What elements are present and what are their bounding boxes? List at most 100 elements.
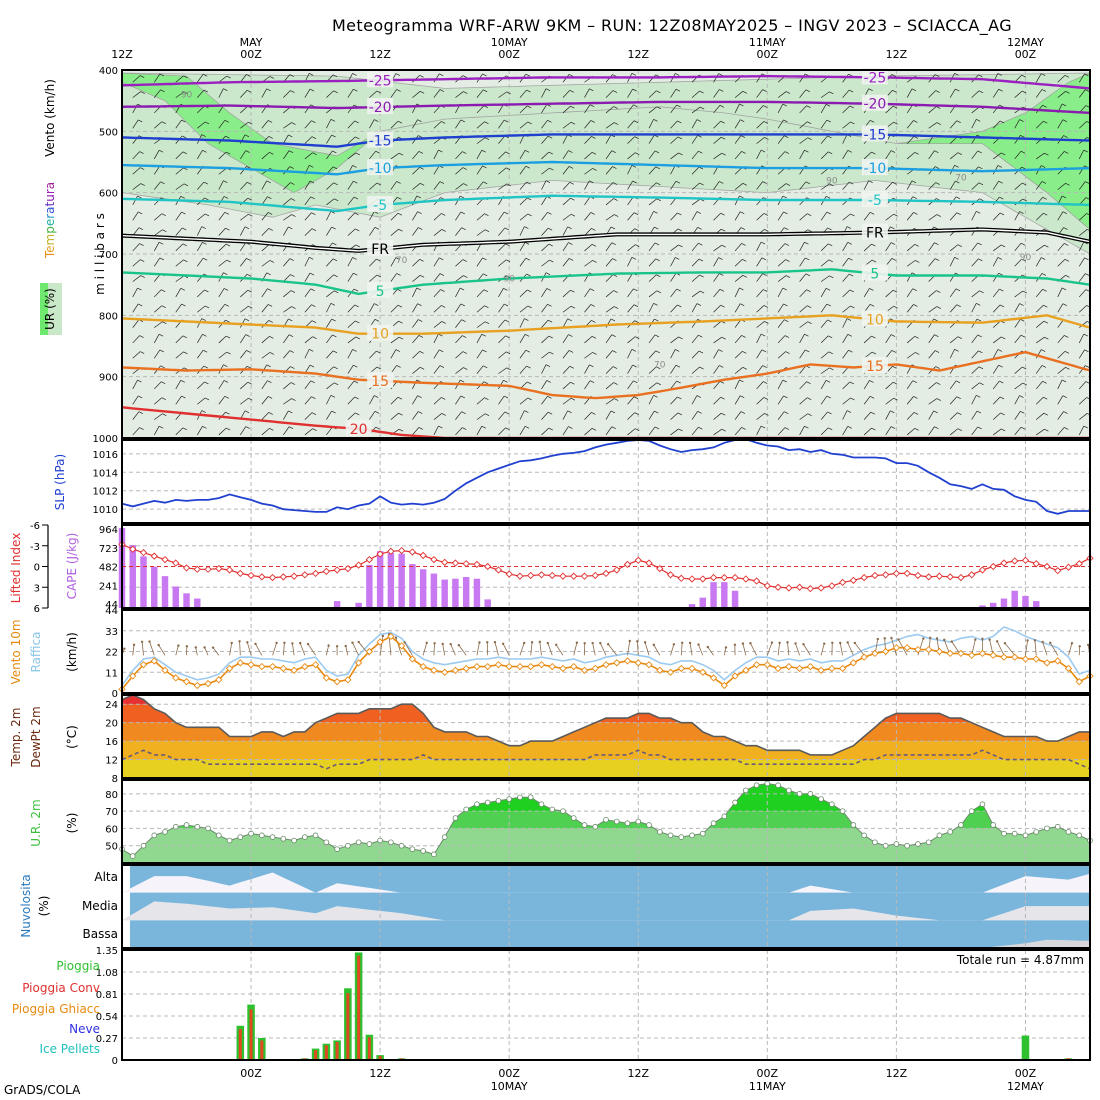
wind-barb <box>863 243 872 252</box>
wind-direction-arrow <box>854 642 865 656</box>
wind-barb-flag <box>697 134 702 138</box>
wind-barb-flag <box>441 305 446 308</box>
wind-barb <box>605 182 614 190</box>
wind-direction-arrow <box>996 641 1005 656</box>
wind-barb-flag <box>721 244 726 248</box>
wind-barb-flag <box>201 226 206 229</box>
wind-barb <box>347 212 355 221</box>
wind-point <box>882 647 890 656</box>
wind-barb-flag <box>527 213 532 217</box>
rh-point <box>829 801 835 808</box>
bottom-time-tick-label: 00Z <box>757 1067 779 1080</box>
wind-barb-flag <box>589 104 595 107</box>
wind-barb-flag <box>441 121 446 124</box>
wind-barb-flag <box>1000 412 1005 416</box>
wind-arrow-head <box>583 642 586 645</box>
wind-barb-flag <box>805 273 811 277</box>
wind-barb <box>605 258 613 267</box>
wind-barb <box>734 151 742 160</box>
wind-barb <box>734 183 744 190</box>
wind-barb <box>691 198 701 206</box>
cape-tick-label: 964 <box>99 525 118 536</box>
wind-barb <box>562 226 568 236</box>
precip-conv-bar <box>238 1029 242 1060</box>
wind-barb-flag <box>140 75 145 78</box>
wind-direction-arrow <box>627 640 631 656</box>
wind-barb <box>1035 381 1043 390</box>
wind-barb-flag <box>591 228 596 231</box>
wind-barb <box>863 427 872 436</box>
wind-barb <box>132 275 141 282</box>
wind-point <box>182 678 191 686</box>
bottom-time-tick-label: 00Z <box>240 1067 262 1080</box>
wind-barb-flag <box>611 426 616 430</box>
wind-barb <box>1078 241 1085 252</box>
wind-direction-arrow <box>379 635 384 656</box>
wind-barb-flag <box>956 304 961 308</box>
wind-barb-flag <box>484 137 490 141</box>
wind-barb-flag <box>161 213 166 217</box>
wind-barb-flag <box>570 289 575 293</box>
wind-barb <box>476 137 486 144</box>
wind-barb-flag <box>760 333 766 337</box>
temp-tick-label: 24 <box>105 700 118 711</box>
wind-barb <box>261 88 267 98</box>
wind-point <box>1075 678 1083 686</box>
wind-barb <box>691 106 701 114</box>
wind-barb <box>949 180 956 190</box>
wind-barb-flag <box>290 382 296 385</box>
rh-point <box>968 808 975 814</box>
wind-barb-flag <box>849 381 854 385</box>
wind-barb-flag <box>934 426 939 430</box>
wind-barb <box>326 350 334 359</box>
wind-point <box>268 662 277 671</box>
wind-barb <box>433 257 440 267</box>
wind-barb-flag <box>1064 259 1070 262</box>
wind-barb <box>777 287 784 298</box>
wind-barb <box>648 211 654 221</box>
wind-barb-flag <box>1020 134 1025 138</box>
wind-barb <box>756 273 763 282</box>
wind-barb-flag <box>654 410 659 414</box>
wind-barb-flag <box>954 164 959 168</box>
wind-barb-flag <box>764 229 769 232</box>
wind-barb-flag <box>589 380 595 383</box>
li-point <box>268 573 277 582</box>
wind-barb <box>842 318 848 328</box>
rh-point <box>291 837 297 844</box>
li-point <box>193 565 201 573</box>
wind-barb-flag <box>936 290 941 293</box>
wind-arrow-head <box>1003 642 1007 645</box>
wind-point <box>645 661 653 669</box>
wind-barb <box>777 319 785 328</box>
wind-barb-flag <box>248 121 253 125</box>
wind-barb-flag <box>225 135 230 139</box>
wind-barb <box>476 305 485 313</box>
wind-arrow-head <box>786 641 789 644</box>
li-tick-label: -6 <box>30 521 40 532</box>
wind-barb <box>992 120 1001 129</box>
wind-barb-flag <box>526 381 532 385</box>
li-point <box>591 571 599 580</box>
wind-point <box>494 661 503 669</box>
wind-barb-flag <box>1021 166 1026 170</box>
li-point <box>451 559 460 567</box>
wind-barb <box>261 152 270 160</box>
wind-barb-flag <box>1064 151 1069 154</box>
wind-barb <box>863 335 872 344</box>
wind-barb <box>627 428 636 436</box>
wind-barb-flag <box>1085 365 1090 368</box>
wind-point <box>279 664 287 673</box>
cape-bar <box>462 577 470 608</box>
wind-point <box>333 678 341 686</box>
wind-barb-flag <box>182 151 188 155</box>
wind-barb-flag <box>483 381 489 385</box>
li-point <box>666 571 675 579</box>
wind-barb <box>1035 304 1044 313</box>
wind-barb <box>283 198 292 206</box>
li-point <box>828 582 836 590</box>
wind-barb <box>863 180 869 190</box>
wind-barb-flag <box>829 367 834 371</box>
wind-direction-arrow <box>839 642 844 656</box>
wind-barb-flag <box>331 410 336 414</box>
